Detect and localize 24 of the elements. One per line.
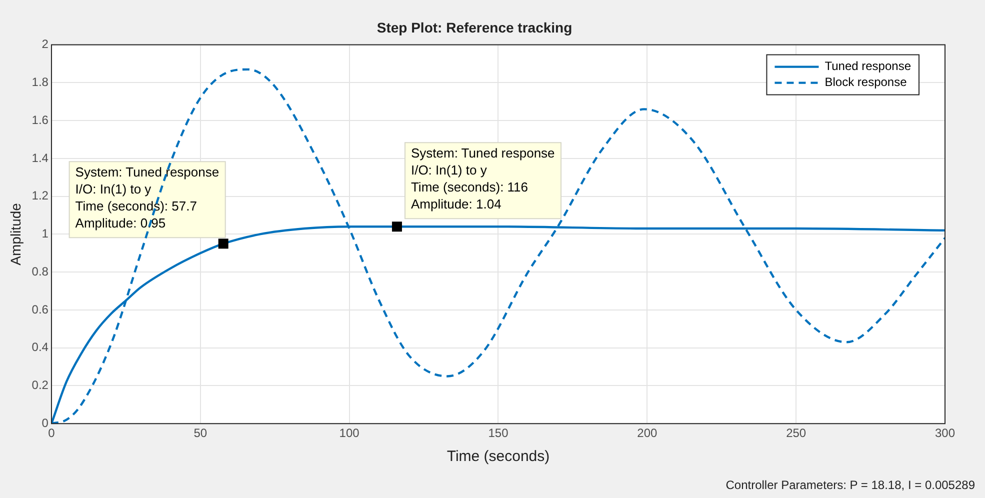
y-axis-title: Amplitude <box>7 202 24 266</box>
x-tick-label: 150 <box>488 426 509 440</box>
chart-title: Step Plot: Reference tracking <box>376 19 572 36</box>
x-tick-label: 100 <box>339 426 360 440</box>
text: Controller Parameters: P = 18.18, I = 0.005289 <box>726 478 975 492</box>
y-tick-label: 1.8 <box>32 74 49 89</box>
y-tick-label: 0.2 <box>32 378 49 392</box>
x-tick-label: 200 <box>637 426 658 440</box>
legend-label: Tuned response <box>824 59 912 74</box>
y-tick-label: 0 <box>42 416 49 430</box>
x-axis-title: Time (seconds) <box>446 448 550 466</box>
y-tick-label: 1.2 <box>32 188 49 203</box>
y-tick-label: 0.4 <box>32 340 49 354</box>
y-tick-label: 0.6 <box>32 302 49 316</box>
y-tick-label: 1.6 <box>32 112 49 127</box>
y-tick-label: 2 <box>42 37 49 52</box>
x-tick-label: 300 <box>934 426 956 440</box>
y-tick-label: 0.8 <box>32 264 49 278</box>
annotation: System: Tuned response I/O: In(1) to y Time (seconds): 116 Amplitude: 1.04 <box>410 146 555 212</box>
legend-label: Block response <box>824 75 908 90</box>
y-tick-label: 1 <box>42 226 49 241</box>
y-tick-label: 1.4 <box>32 150 49 165</box>
x-tick-label: 250 <box>786 426 806 440</box>
x-tick-label: 50 <box>194 426 208 440</box>
